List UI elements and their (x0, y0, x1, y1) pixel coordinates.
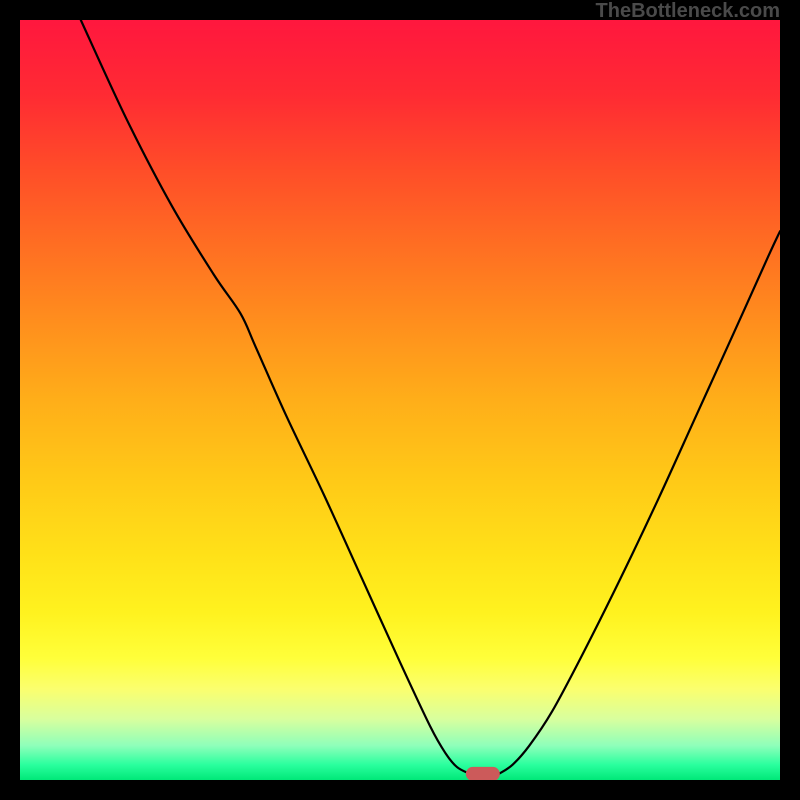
plot-area (20, 20, 780, 780)
watermark-text: TheBottleneck.com (596, 0, 780, 23)
outer-frame: TheBottleneck.com (0, 0, 800, 800)
bottleneck-curve (20, 20, 780, 780)
curve-left-branch (81, 20, 470, 774)
minimum-marker (466, 767, 500, 780)
curve-right-branch (499, 231, 780, 774)
